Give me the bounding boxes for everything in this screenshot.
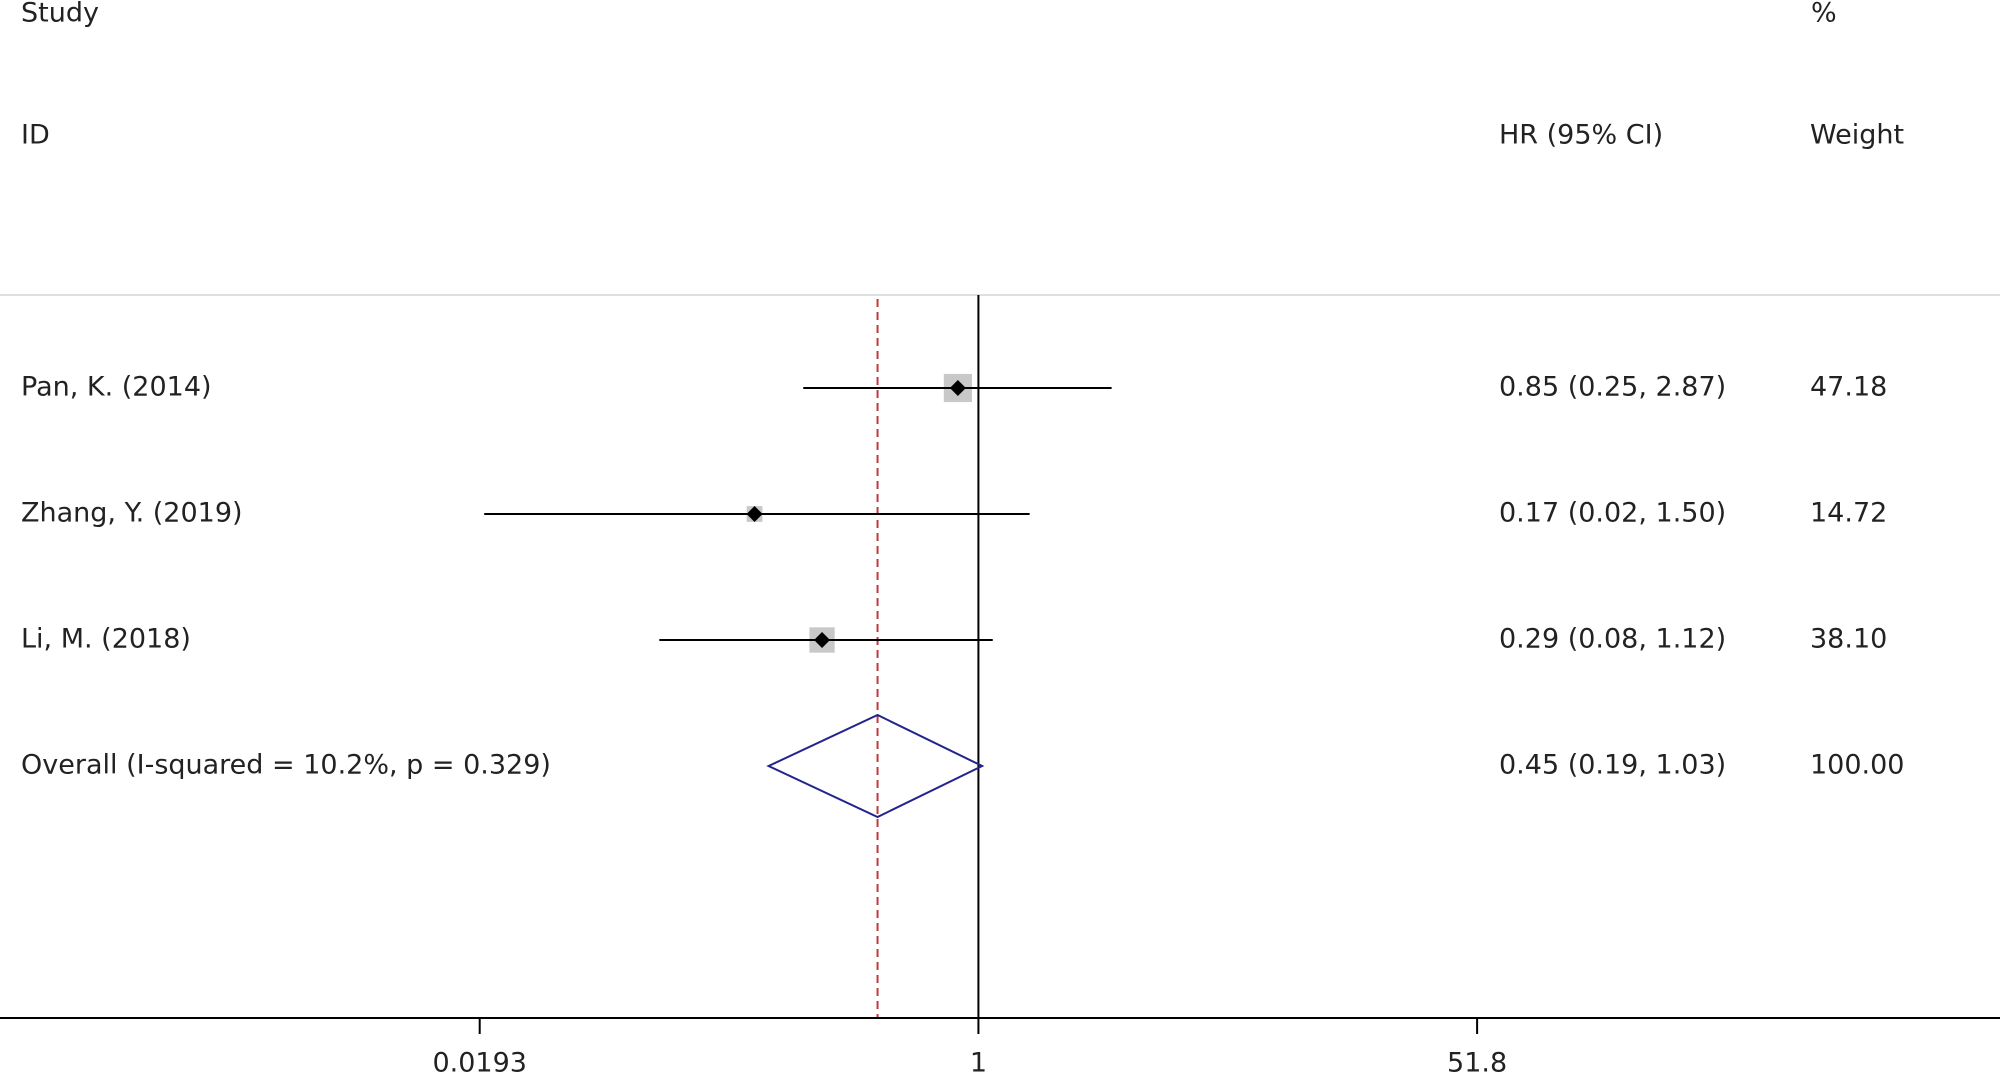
effect-label: 0.85 (0.25, 2.87) [1499,372,1726,403]
x-tick-label: 0.0193 [432,1048,526,1077]
column-header: Study [21,0,99,29]
overall-diamond [769,715,983,817]
column-header: % [1811,0,1837,29]
effect-label: 0.17 (0.02, 1.50) [1499,498,1726,529]
study-label: Pan, K. (2014) [21,372,212,403]
overall-label: Overall (I-squared = 10.2%, p = 0.329) [21,750,551,781]
study-label: Li, M. (2018) [21,624,191,655]
column-header: ID [21,120,50,151]
effect-label: 0.29 (0.08, 1.12) [1499,624,1726,655]
weight-label: 14.72 [1810,498,1887,529]
study-label: Zhang, Y. (2019) [21,498,243,529]
x-tick-label: 51.8 [1447,1048,1507,1077]
weight-label: 38.10 [1810,624,1887,655]
effect-label: 0.45 (0.19, 1.03) [1499,750,1726,781]
weight-label: 47.18 [1810,372,1887,403]
x-tick-label: 1 [970,1048,987,1077]
weight-label: 100.00 [1810,750,1904,781]
column-header: HR (95% CI) [1499,120,1663,151]
column-header: Weight [1810,120,1904,151]
